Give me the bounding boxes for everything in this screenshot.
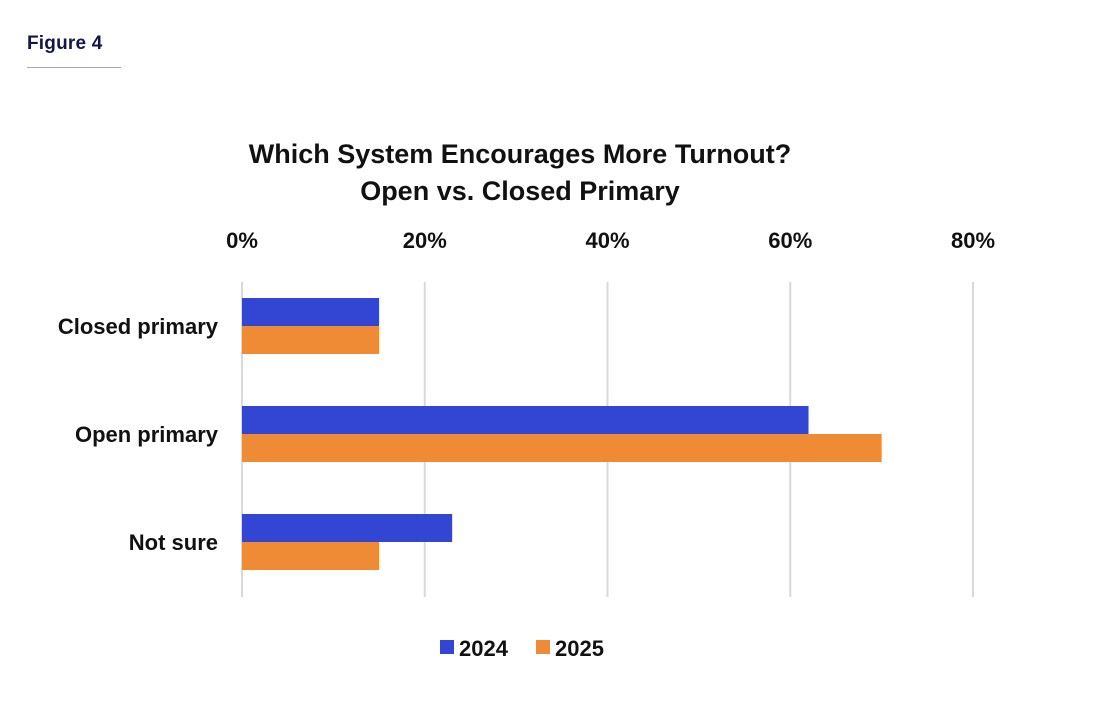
legend-swatch-2024: [440, 640, 454, 654]
bar-open-primary-2025: [242, 434, 882, 462]
x-tick-label-80: 80%: [951, 228, 995, 253]
bar-closed-primary-2024: [242, 298, 380, 326]
chart-title: Which System Encourages More Turnout? Op…: [150, 136, 890, 210]
bar-not-sure-2025: [242, 542, 380, 570]
x-tick-label-0: 0%: [226, 228, 258, 253]
bar-open-primary-2024: [242, 406, 809, 434]
figure-label-underline: [27, 67, 121, 68]
category-label-closed-primary: Closed primary: [58, 314, 219, 339]
legend-label-2024: 2024: [459, 636, 509, 661]
chart-title-line-2: Open vs. Closed Primary: [360, 176, 680, 206]
x-tick-label-20: 20%: [403, 228, 447, 253]
legend-swatch-2025: [536, 640, 550, 654]
x-tick-label-40: 40%: [585, 228, 629, 253]
bar-not-sure-2024: [242, 514, 453, 542]
x-tick-label-60: 60%: [768, 228, 812, 253]
category-label-open-primary: Open primary: [75, 422, 219, 447]
category-label-not-sure: Not sure: [129, 530, 218, 555]
bar-closed-primary-2025: [242, 326, 380, 354]
figure-label: Figure 4: [27, 33, 103, 54]
chart-title-line-1: Which System Encourages More Turnout?: [248, 139, 792, 169]
legend-label-2025: 2025: [555, 636, 604, 661]
